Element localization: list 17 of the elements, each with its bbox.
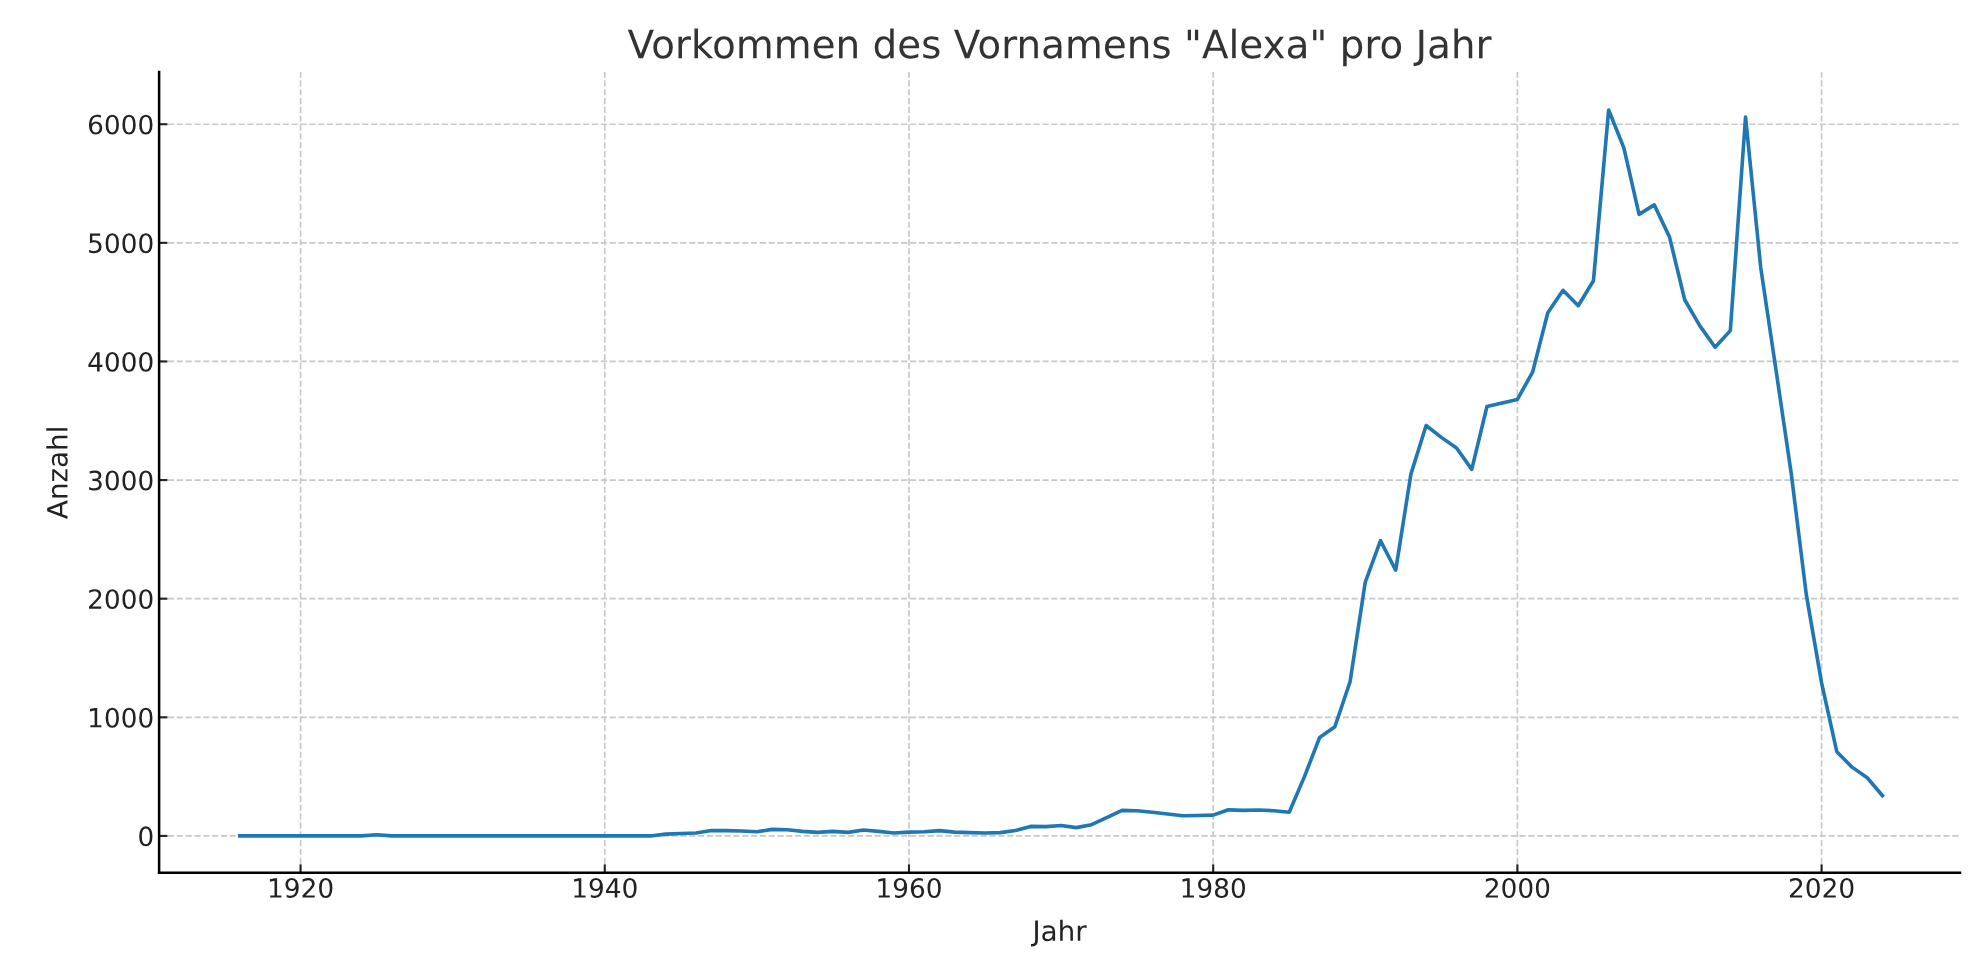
y-tick-label: 4000 (88, 351, 153, 372)
y-tick-label: 6000 (88, 114, 153, 135)
y-tick-label: 3000 (89, 470, 153, 491)
x-tick-label: 2020 (1789, 878, 1854, 898)
x-tick-label: 1980 (1182, 878, 1246, 898)
line-series (237, 108, 1885, 838)
x-axis-title: Jahr (1031, 919, 1087, 947)
y-tick-label: 1000 (89, 707, 153, 728)
y-tick-label: 0 (139, 826, 153, 847)
y-tick-label: 5000 (89, 233, 153, 254)
y-axis-title: Anzahl (46, 428, 68, 519)
x-tick-label: 1940 (574, 878, 637, 898)
x-tick-label: 2000 (1485, 878, 1550, 898)
y-tick-label: 2000 (89, 589, 153, 610)
x-tick-label: 1960 (878, 878, 941, 898)
x-tick-label: 1920 (269, 878, 333, 898)
chart-title: Vorkommen des Vornamens "Alexa" pro Jahr (627, 28, 1492, 67)
